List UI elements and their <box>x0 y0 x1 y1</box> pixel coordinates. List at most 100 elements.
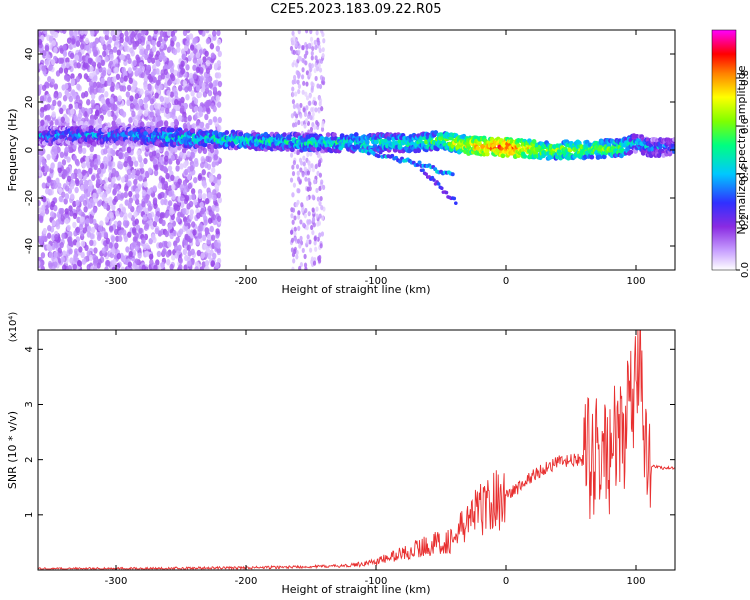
heat-cell <box>77 112 83 119</box>
heat-cell <box>66 175 72 183</box>
heat-cell <box>297 210 301 216</box>
heat-cell <box>206 187 211 194</box>
heat-cell <box>49 211 55 218</box>
heat-cell <box>95 178 101 186</box>
heat-cell <box>201 243 207 251</box>
heat-cell <box>113 95 118 102</box>
heat-cell <box>179 163 184 170</box>
heat-cell <box>313 179 317 185</box>
heat-cell <box>321 184 326 190</box>
heat-cell <box>141 264 146 270</box>
heat-cell <box>164 155 169 162</box>
heat-cell <box>166 259 171 266</box>
heat-cell <box>51 219 56 227</box>
heat-cell <box>205 60 211 67</box>
heat-cell <box>106 79 112 87</box>
heat-cell <box>101 247 106 254</box>
heat-cell <box>165 210 171 217</box>
heat-cell <box>94 223 99 230</box>
heat-cell <box>311 45 315 52</box>
heat-cell <box>134 187 140 195</box>
heat-cell <box>303 253 307 260</box>
heat-cell <box>38 169 42 177</box>
heat-cell <box>169 232 174 240</box>
heat-cell <box>127 180 132 187</box>
heat-cell <box>159 30 165 38</box>
heat-cell <box>142 243 148 251</box>
heat-cell <box>61 232 66 240</box>
heat-cell <box>119 76 125 84</box>
heat-cell <box>173 69 178 77</box>
heat-cell <box>53 83 59 90</box>
heat-cell <box>42 30 48 35</box>
heat-cell <box>152 197 158 204</box>
heat-cell <box>325 132 331 138</box>
heat-cell <box>139 161 144 169</box>
heat-cell <box>304 30 309 34</box>
heat-cell <box>314 55 318 61</box>
heat-cell <box>190 151 195 158</box>
heat-cell <box>187 115 192 122</box>
heat-cell <box>291 40 296 46</box>
heat-cell <box>297 214 301 220</box>
heat-cell <box>317 258 322 264</box>
heat-cell <box>41 182 47 189</box>
heat-cell <box>144 222 150 230</box>
heat-cell <box>153 30 159 35</box>
heat-cell <box>293 111 297 117</box>
heat-cell <box>307 211 311 217</box>
heat-cell <box>138 227 143 235</box>
heat-cell <box>89 85 95 93</box>
heat-cell <box>175 236 180 243</box>
heat-cell <box>41 84 47 92</box>
heat-cell <box>302 161 306 167</box>
heat-cell <box>139 88 144 95</box>
heat-cell <box>120 176 126 183</box>
heat-cell <box>297 225 301 231</box>
heat-cell <box>96 62 102 69</box>
heat-cell <box>165 251 171 258</box>
heat-cell <box>124 30 129 37</box>
heat-cell <box>132 43 137 50</box>
heat-cell <box>162 55 168 63</box>
heat-cell <box>137 206 142 214</box>
heat-cell <box>212 116 218 123</box>
heat-cell <box>89 118 94 126</box>
heat-cell <box>50 78 55 86</box>
heat-cell <box>152 158 158 166</box>
heat-cell <box>89 65 94 73</box>
heat-cell <box>66 156 71 163</box>
heat-cell <box>297 176 301 182</box>
heat-cell <box>87 57 93 64</box>
heat-cell <box>93 257 98 264</box>
heat-cell <box>185 39 190 47</box>
heat-cell <box>297 119 301 126</box>
heat-cell <box>41 65 46 72</box>
heat-cell <box>114 83 120 90</box>
heat-cell <box>205 67 211 74</box>
heat-cell <box>80 106 86 114</box>
heat-cell <box>295 164 300 170</box>
heat-cell <box>144 96 149 103</box>
heat-cell <box>84 244 89 252</box>
heat-cell <box>76 83 81 91</box>
heat-cell <box>173 204 179 211</box>
heat-cell <box>104 34 109 41</box>
heat-cell <box>309 36 314 42</box>
heat-cell <box>197 91 203 98</box>
heat-cell <box>209 175 215 182</box>
heat-cell <box>311 111 315 117</box>
heat-cell <box>184 86 189 93</box>
heat-cell <box>162 166 168 174</box>
heat-cell <box>134 218 139 225</box>
heat-cell <box>102 103 107 111</box>
heat-cell <box>118 163 123 170</box>
heat-cell <box>119 32 124 40</box>
heat-cell <box>75 160 80 167</box>
heat-cell <box>147 84 152 92</box>
heat-cell <box>306 186 310 192</box>
heat-cell <box>88 180 93 188</box>
heat-cell <box>300 74 305 80</box>
heat-cell <box>68 205 73 212</box>
heat-cell <box>148 237 153 245</box>
